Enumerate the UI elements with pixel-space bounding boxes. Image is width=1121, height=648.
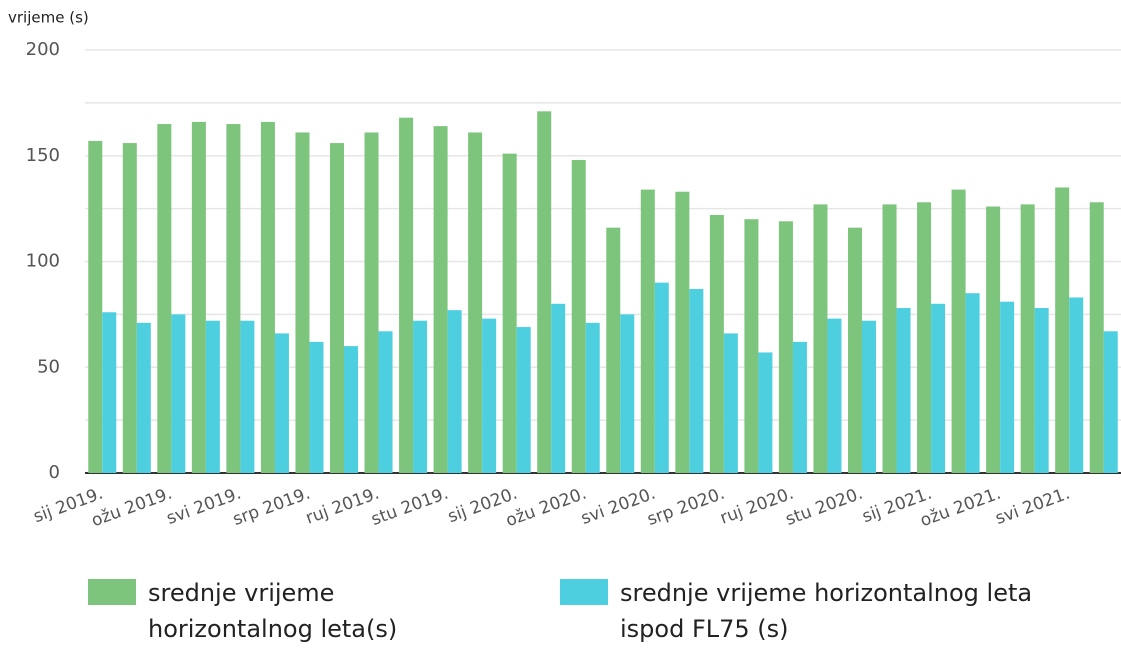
x-tick-label: ožu 2020. [503,484,589,532]
bar [744,219,759,473]
bar [896,308,911,473]
y-tick-label: 200 [26,39,60,60]
bar [640,189,655,473]
x-tick-label: srp 2020. [645,484,728,530]
legend-label: srednje vrijeme horizontalnog leta(s) [148,579,398,643]
bar [157,124,172,474]
bar [260,121,275,473]
bar [274,333,289,473]
bar [931,303,946,473]
bar [813,204,828,473]
bar [413,320,428,473]
legend-swatch [88,579,136,605]
x-tick-label: svi 2020. [578,484,658,529]
bar [205,320,220,473]
bar [344,346,358,473]
legend-swatch [560,579,608,605]
bar [1055,187,1070,473]
bar [986,206,1001,473]
bar [502,153,517,473]
legend-item: srednje vrijeme horizontalnog leta ispod… [560,575,1080,647]
legend-item: srednje vrijeme horizontalnog leta(s) [88,575,488,647]
bar [1103,331,1118,473]
bar [792,341,807,473]
y-axis-label: vrijeme (s) [8,9,89,27]
bar [378,331,393,473]
bar [537,111,552,474]
bar [516,327,531,473]
x-tick-label: svi 2019. [164,484,244,529]
bar [758,352,773,473]
bar [675,191,690,473]
bar [1089,202,1104,473]
bar [468,132,483,474]
bar [778,221,793,473]
bar [1034,308,1049,473]
x-tick-label: ožu 2019. [89,484,175,532]
y-tick-label: 50 [37,356,60,377]
bar [571,159,586,474]
bar [620,314,635,473]
y-tick-label: 100 [26,251,60,272]
bar [1020,204,1035,473]
y-tick-label: 0 [49,462,60,483]
bar [917,202,932,473]
y-tick-label: 150 [26,145,60,166]
legend-label: srednje vrijeme horizontalnog leta ispod… [620,579,1033,643]
bar [433,126,448,473]
bar [848,227,862,473]
bar [330,143,344,473]
bar [136,322,151,473]
bar [226,124,241,474]
x-tick-label: svi 2021. [993,484,1073,529]
bar [447,310,462,473]
bar [171,314,186,473]
bar [951,189,966,473]
bar [309,341,324,473]
x-tick-label: stu 2019. [369,484,451,530]
x-tick-label: ruj 2020. [718,484,797,529]
bar [862,320,876,473]
bar [1000,301,1015,473]
bar [606,227,621,473]
bar [723,333,738,473]
bar [240,320,255,473]
bar [88,140,103,473]
bar [689,288,704,473]
bar [551,303,566,473]
x-tick-label: ožu 2021. [918,484,1004,532]
x-tick-label: srp 2019. [230,484,313,530]
bar [122,143,137,473]
bar [364,132,379,474]
bar [191,121,206,473]
bar [585,322,600,473]
bar [1069,297,1084,473]
bar [399,117,414,474]
x-tick-label: ruj 2019. [303,484,382,529]
bar [882,204,897,473]
bar [827,318,842,473]
bar [482,318,497,473]
bar [654,282,669,473]
bar [965,293,980,473]
x-tick-label: stu 2020. [783,484,865,530]
bar [102,312,117,473]
bar [709,214,724,473]
bar [295,132,310,474]
